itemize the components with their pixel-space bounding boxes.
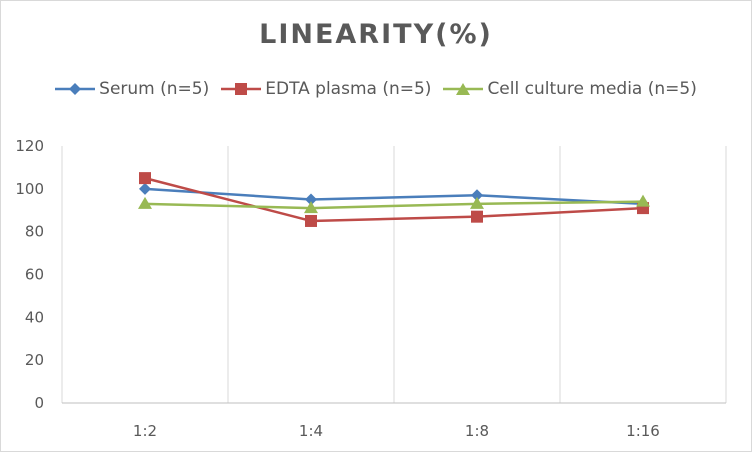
data-point-1-0	[139, 172, 151, 185]
x-tick-label: 1:2	[133, 422, 157, 440]
legend-label-serum: Serum (n=5)	[99, 79, 210, 99]
y-tick-label: 20	[25, 351, 44, 369]
series-line-0	[144, 187, 644, 206]
legend-item-edta: EDTA plasma (n=5)	[221, 79, 431, 99]
data-point-2-3	[636, 194, 650, 207]
chart-title: LINEARITY(%)	[259, 19, 493, 50]
data-point-0-0	[139, 182, 151, 195]
legend-label-cell-culture: Cell culture media (n=5)	[487, 79, 697, 99]
data-point-2-2	[470, 196, 484, 209]
series-line-1	[144, 176, 644, 223]
data-point-1-1	[305, 214, 317, 227]
x-tick-label: 1:8	[465, 422, 489, 440]
data-point-2-1	[304, 201, 318, 214]
data-point-0-1	[305, 193, 317, 206]
y-tick-label: 40	[25, 308, 44, 326]
y-tick-label: 60	[25, 266, 44, 284]
data-point-1-2	[471, 210, 483, 223]
data-point-2-0	[138, 196, 152, 209]
x-tick-label: 1:16	[626, 422, 660, 440]
y-tick-label: 80	[25, 223, 44, 241]
legend-item-cell-culture: Cell culture media (n=5)	[443, 79, 697, 99]
legend-label-edta: EDTA plasma (n=5)	[265, 79, 432, 99]
legend: Serum (n=5) EDTA plasma (n=5) Cell cultu…	[1, 79, 751, 99]
data-point-0-2	[471, 189, 483, 202]
legend-item-serum: Serum (n=5)	[55, 79, 209, 99]
y-tick-label: 120	[15, 137, 44, 155]
series-line-2	[144, 200, 644, 210]
legend-marker-edta	[221, 83, 262, 95]
x-tick-label: 1:4	[299, 422, 323, 440]
y-tick-label: 0	[34, 394, 44, 412]
legend-marker-serum	[55, 83, 96, 95]
y-tick-label: 100	[15, 180, 44, 198]
legend-marker-cell-culture	[443, 83, 484, 95]
